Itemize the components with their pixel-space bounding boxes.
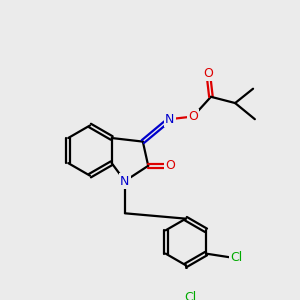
Text: O: O: [203, 67, 213, 80]
Text: O: O: [188, 110, 198, 123]
Text: N: N: [120, 175, 130, 188]
Text: N: N: [165, 113, 174, 126]
Text: Cl: Cl: [230, 251, 243, 264]
Text: O: O: [165, 159, 175, 172]
Text: Cl: Cl: [184, 291, 196, 300]
